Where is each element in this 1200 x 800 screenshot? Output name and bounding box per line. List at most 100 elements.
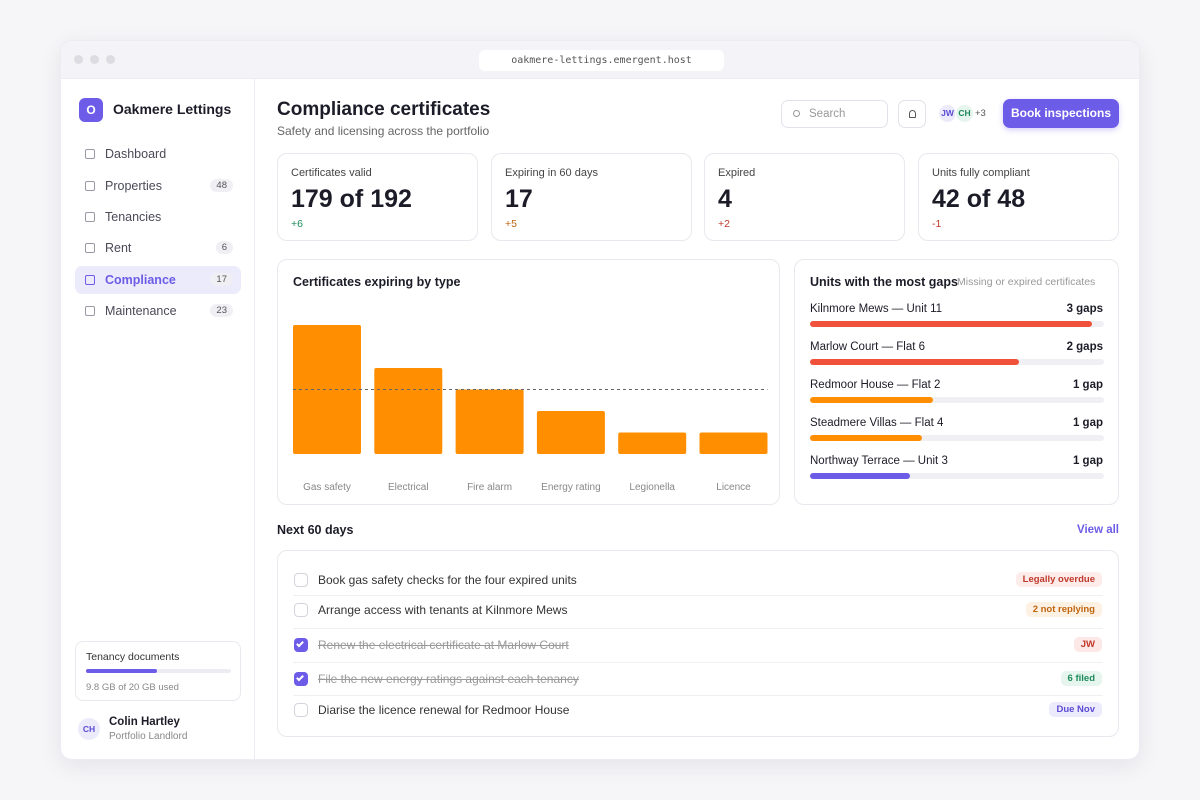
gap-fill (810, 397, 934, 403)
page-title: Compliance certificates (277, 99, 491, 120)
nav-item[interactable]: Rent 6 (75, 234, 241, 262)
row-divider (293, 662, 1103, 663)
category-label: Legionella (629, 482, 675, 493)
nav-icon (85, 149, 95, 159)
user-role: Portfolio Landlord (109, 731, 188, 742)
gap-track (810, 435, 1104, 441)
gap-track (810, 397, 1104, 403)
gap-fill (810, 473, 910, 479)
search-box[interactable]: Search (781, 100, 888, 128)
kpi-card: Certificates valid 179 of 192 +6 (277, 153, 478, 241)
bell-icon (909, 110, 916, 118)
nav-icon (85, 181, 95, 191)
kpi-label: Expiring in 60 days (505, 167, 598, 179)
gap-count: 2 gaps (1066, 341, 1103, 353)
kpi-card: Expired 4 +2 (704, 153, 905, 241)
nav-count: 17 (210, 273, 233, 286)
kpi-delta: +6 (291, 218, 303, 230)
checkbox[interactable] (294, 603, 308, 617)
nav-label: Properties (105, 179, 162, 193)
kpi-value: 42 of 48 (932, 185, 1026, 213)
task-text: Arrange access with tenants at Kilnmore … (318, 603, 568, 617)
gaps-card: Units with the most gaps Missing or expir… (794, 259, 1119, 505)
kpi-delta: +2 (718, 218, 730, 230)
browser-bar: oakmere-lettings.emergent.host (61, 41, 1139, 79)
window-dot (106, 55, 115, 64)
kpi-label: Certificates valid (291, 167, 372, 179)
kpi-card: Units fully compliant 42 of 48 -1 (918, 153, 1119, 241)
nav-count: 6 (215, 241, 233, 254)
nav-icon (85, 306, 95, 316)
task-tag: Legally overdue (1015, 572, 1102, 587)
nav-icon (85, 212, 95, 222)
row-divider (293, 595, 1103, 596)
bar (536, 411, 605, 454)
category-label: Electrical (388, 482, 429, 493)
nav-icon (85, 275, 95, 285)
notification-button[interactable] (898, 100, 926, 128)
task-tag: JW (1073, 637, 1102, 652)
nav-item[interactable]: Maintenance 23 (75, 297, 241, 325)
gap-track (810, 473, 1104, 479)
gap-count: 1 gap (1072, 379, 1103, 391)
gap-count: 3 gaps (1066, 303, 1103, 315)
avatar[interactable]: JW (938, 104, 957, 123)
kpi-label: Units fully compliant (932, 167, 1030, 179)
gap-count: 1 gap (1072, 455, 1103, 467)
bar (699, 432, 768, 454)
nav-count: 48 (210, 179, 233, 192)
nav-label: Tenancies (105, 210, 162, 224)
avatar[interactable]: CH (955, 104, 974, 123)
storage-fill (86, 669, 158, 673)
task-text: Diarise the licence renewal for Redmoor … (318, 703, 570, 717)
category-label: Energy rating (541, 482, 600, 493)
search-placeholder: Search (809, 108, 846, 120)
task-text: Book gas safety checks for the four expi… (318, 573, 577, 587)
kpi-value: 179 of 192 (291, 185, 412, 213)
storage-title: Tenancy documents (86, 651, 180, 663)
nav-item[interactable]: Tenancies (75, 203, 241, 231)
kpi-value: 4 (718, 185, 732, 213)
unit-name: Northway Terrace — Unit 3 (810, 455, 948, 467)
window-dot (90, 55, 99, 64)
checkbox[interactable] (294, 638, 308, 652)
checkbox[interactable] (294, 703, 308, 717)
chart-card: Certificates expiring by type Gas safety E… (277, 259, 780, 505)
nav-item[interactable]: Properties 48 (75, 172, 241, 200)
checkbox[interactable] (294, 573, 308, 587)
nav-item[interactable]: Compliance 17 (75, 266, 241, 294)
task-tag: 6 filed (1060, 671, 1102, 686)
storage-label: 9.8 GB of 20 GB used (86, 682, 179, 693)
view-all-link[interactable]: View all (1077, 524, 1119, 536)
avatar-more[interactable]: +3 (975, 108, 986, 119)
unit-name: Redmoor House — Flat 2 (810, 379, 941, 391)
unit-name: Steadmere Villas — Flat 4 (810, 417, 944, 429)
task-tag: Due Nov (1049, 702, 1102, 717)
task-text: Renew the electrical certificate at Marl… (318, 638, 569, 652)
kpi-card: Expiring in 60 days 17 +5 (491, 153, 692, 241)
window-dot (74, 55, 83, 64)
gaps-title: Units with the most gaps (810, 275, 958, 289)
sidebar: O Oakmere Lettings Dashboard Properties 48 Te… (61, 79, 255, 759)
bar (618, 432, 687, 454)
chart-title: Certificates expiring by type (293, 275, 461, 289)
bar (455, 389, 524, 454)
row-divider (293, 627, 1103, 629)
nav-label: Compliance (105, 273, 176, 287)
checkbox[interactable] (294, 672, 308, 686)
nav-label: Rent (105, 241, 132, 255)
kpi-delta: +5 (505, 218, 517, 230)
unit-name: Marlow Court — Flat 6 (810, 341, 926, 353)
user-name: Colin Hartley (109, 716, 180, 728)
unit-name: Kilnmore Mews — Unit 11 (810, 303, 943, 315)
nav-label: Maintenance (105, 304, 177, 318)
gaps-subtitle: Missing or expired certificates (957, 276, 1096, 288)
category-label: Gas safety (303, 482, 351, 493)
nav-count: 23 (210, 304, 233, 317)
kpi-label: Expired (718, 167, 756, 179)
nav-item[interactable]: Dashboard (75, 140, 241, 168)
gap-track (810, 321, 1104, 327)
storage-track (86, 669, 231, 673)
primary-button[interactable]: Book inspections (1003, 99, 1119, 128)
url-bar[interactable]: oakmere-lettings.emergent.host (479, 50, 724, 71)
